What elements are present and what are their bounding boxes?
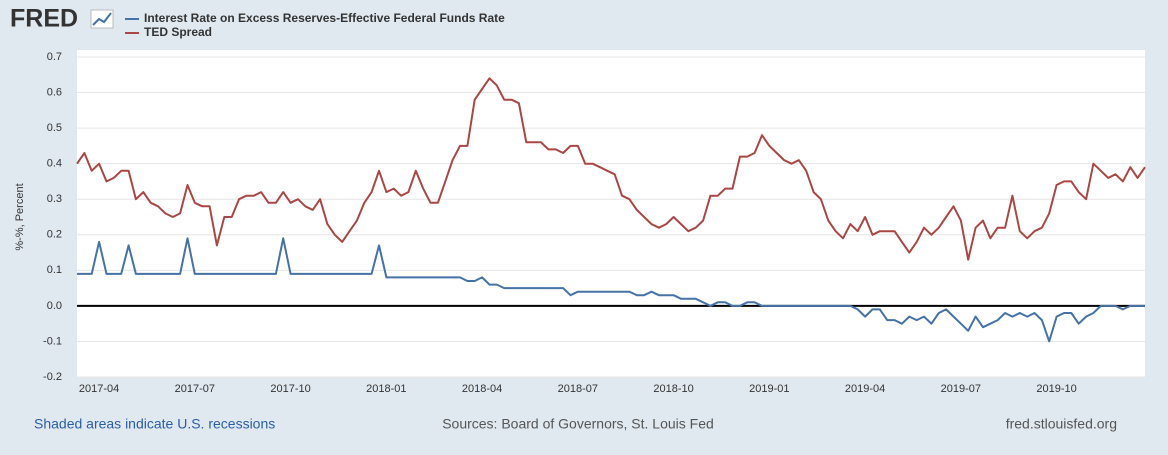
- x-tick-label: 2019-07: [941, 383, 981, 395]
- series-line: [76, 77, 1146, 261]
- y-tick-label: 0.4: [47, 158, 62, 170]
- x-tick-label: 2017-07: [175, 383, 215, 395]
- y-tick-label: 0.6: [47, 86, 62, 98]
- logo-icon: [90, 9, 114, 29]
- x-tick-label: 2019-04: [845, 383, 885, 395]
- y-tick-label: 0.7: [47, 51, 62, 63]
- x-tick-label: 2018-07: [558, 383, 598, 395]
- legend-label: TED Spread: [144, 25, 212, 39]
- y-tick-label: -0.2: [43, 371, 62, 383]
- plot-area: [77, 50, 1145, 377]
- footer-right: fred.stlouisfed.org: [1006, 416, 1117, 432]
- x-tick-label: 2017-10: [270, 383, 310, 395]
- x-tick-label: 2019-01: [749, 383, 789, 395]
- y-axis-label: %-%, Percent: [14, 183, 26, 250]
- y-tick-label: 0.1: [47, 264, 62, 276]
- x-tick-label: 2018-04: [462, 383, 502, 395]
- logo: FRED: [10, 5, 78, 33]
- y-tick-label: 0.3: [47, 193, 62, 205]
- x-tick-label: 2018-01: [366, 383, 406, 395]
- y-tick-label: 0.5: [47, 122, 62, 134]
- y-tick-label: 0.2: [47, 229, 62, 241]
- x-tick-label: 2019-10: [1036, 383, 1076, 395]
- footer-left[interactable]: Shaded areas indicate U.S. recessions: [34, 416, 275, 432]
- y-tick-label: -0.1: [43, 335, 62, 347]
- series-line: [77, 237, 1145, 343]
- legend-label: Interest Rate on Excess Reserves-Effecti…: [144, 11, 505, 25]
- x-tick-label: 2018-10: [653, 383, 693, 395]
- logo-icon-line: [92, 12, 112, 26]
- x-tick-label: 2017-04: [79, 383, 119, 395]
- y-tick-label: 0.0: [47, 300, 62, 312]
- footer-center: Sources: Board of Governors, St. Louis F…: [442, 416, 714, 432]
